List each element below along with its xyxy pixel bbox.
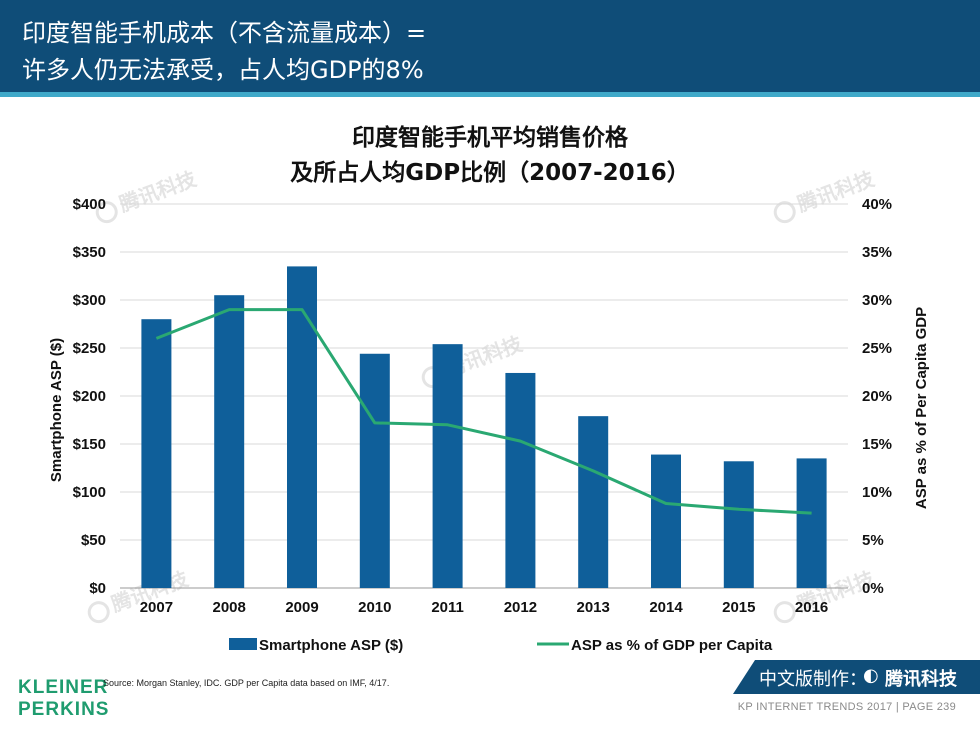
y-tick-label: $350 [73,244,106,261]
x-tick-label: 2013 [577,599,610,616]
legend-line-label: ASP as % of GDP per Capita [571,637,773,654]
badge-brand-icon: ◐ [863,665,879,686]
header-line-2: 许多人仍无法承受，占人均GDP的8% [22,56,424,84]
y-tick-label: $100 [73,484,106,501]
x-tick-label: 2008 [213,599,246,616]
y-tick-label: $0 [89,580,106,597]
y2-tick-label: 35% [862,244,892,261]
x-tick-label: 2015 [722,599,755,616]
bar-2013 [578,416,609,588]
bar-2008 [214,295,245,588]
translation-badge: 中文版制作： ◐ 腾讯科技 [733,660,980,694]
header-line-1: 印度智能手机成本（不含流量成本）= [22,19,427,47]
chart-line-series [155,308,812,515]
bar-2010 [359,353,390,588]
x-tick-label: 2012 [504,599,537,616]
bar-2014 [651,454,681,588]
x-tick-label: 2007 [140,599,173,616]
chart-x-ticks: 2007 2008 2009 2010 2011 2012 2013 2014 2015 2016 [140,599,829,616]
header-accent-bar [0,92,980,97]
y-tick-label: $150 [73,436,106,453]
source-note: Source: Morgan Stanley, IDC. GDP per Cap… [103,678,390,688]
logo-line-2: PERKINS [18,699,110,720]
legend-bar-swatch [229,638,257,650]
chart-y-ticks: $0 $50 $100 $150 $200 $250 $300 $350 $400 [73,196,106,597]
y-axis-title: Smartphone ASP ($) [48,338,65,482]
y-tick-label: $250 [73,340,106,357]
x-tick-label: 2016 [795,599,828,616]
bar-2011 [432,344,463,588]
chart-title-line-2: 及所占人均GDP比例（2007-2016） [290,160,690,186]
y-tick-label: $300 [73,292,106,309]
chart-y2-ticks: 0% 5% 10% 15% 20% 25% 30% 35% 40% [862,196,892,597]
bar-2007 [141,319,172,588]
header-banner: 印度智能手机成本（不含流量成本）= 许多人仍无法承受，占人均GDP的8% [0,0,980,92]
chart-title-line-1: 印度智能手机平均销售价格 [352,125,628,151]
bar-2012 [505,372,536,588]
y2-tick-label: 20% [862,388,892,405]
y2-tick-label: 5% [862,532,884,549]
y2-tick-label: 15% [862,436,892,453]
bar-2016 [796,458,827,588]
x-tick-label: 2010 [358,599,391,616]
legend-bar-label: Smartphone ASP ($) [259,637,403,654]
x-tick-label: 2011 [431,599,464,616]
y2-tick-label: 10% [862,484,892,501]
y2-tick-label: 40% [862,196,892,213]
badge-label: 中文版制作： [759,669,867,690]
y2-tick-label: 30% [862,292,892,309]
chart-bars [141,266,827,588]
x-tick-label: 2014 [649,599,683,616]
footer-page-info: KP INTERNET TRENDS 2017 | PAGE 239 [737,701,956,713]
bar-2009 [287,266,317,588]
y-tick-label: $400 [73,196,106,213]
bar-2015 [723,461,754,588]
y-tick-label: $200 [73,388,106,405]
badge-brand: 腾讯科技 [885,669,957,690]
x-tick-label: 2009 [285,599,318,616]
y2-axis-title: ASP as % of Per Capita GDP [913,307,930,509]
chart-legend: Smartphone ASP ($) ASP as % of GDP per C… [229,637,773,654]
y2-tick-label: 0% [862,580,884,597]
y-tick-label: $50 [81,532,106,549]
line-asp-gdp-percent [155,308,812,515]
logo-line-1: KLEINER [18,677,109,698]
y2-tick-label: 25% [862,340,892,357]
